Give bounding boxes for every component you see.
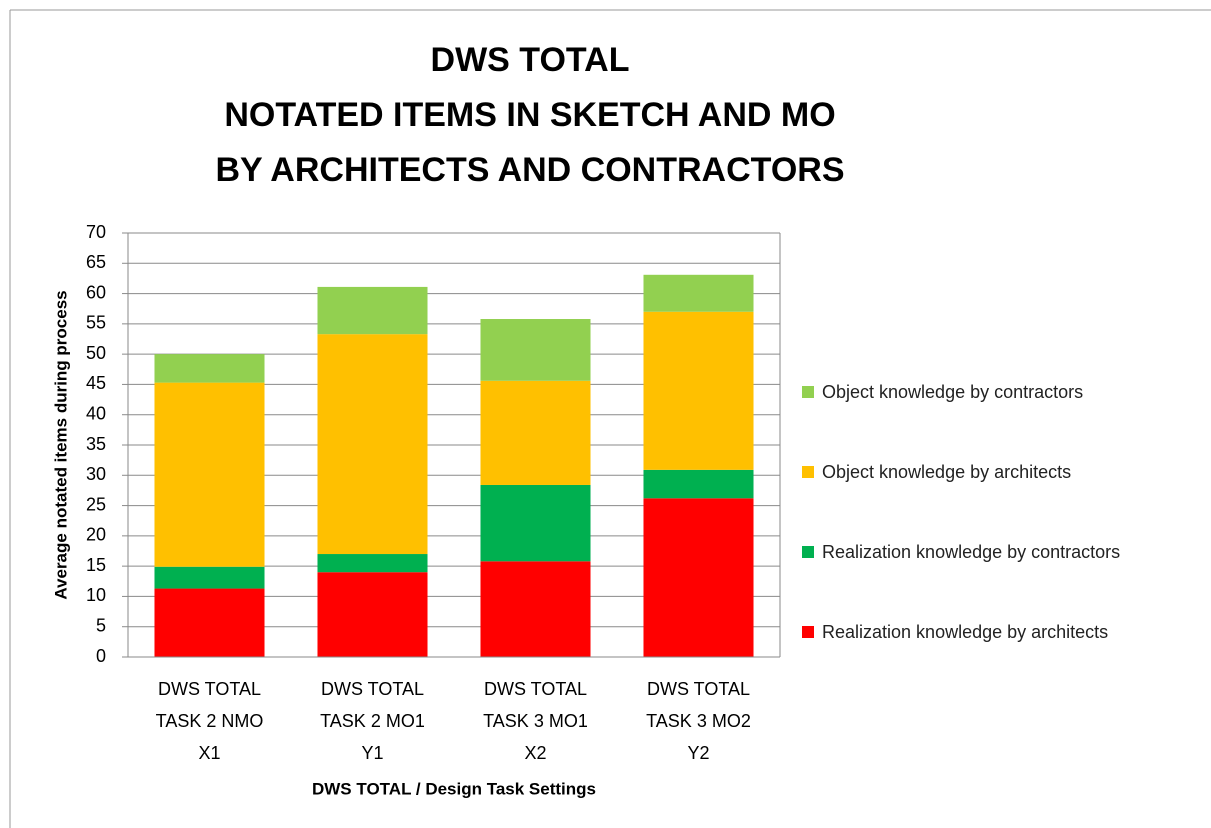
- x-tick-label: Y2: [687, 743, 709, 763]
- x-tick-label: TASK 2 NMO: [156, 711, 264, 731]
- legend-entry: Object knowledge by architects: [802, 456, 1122, 488]
- x-tick-label: TASK 2 MO1: [320, 711, 425, 731]
- bar-segment: [317, 334, 428, 555]
- legend-swatch: [802, 466, 814, 478]
- legend-swatch: [802, 386, 814, 398]
- legend-entry: Realization knowledge by architects: [802, 616, 1122, 648]
- y-tick-label: 15: [86, 555, 106, 575]
- y-tick-label: 0: [96, 646, 106, 666]
- y-tick-label: 40: [86, 403, 106, 423]
- y-tick-label: 10: [86, 585, 106, 605]
- x-tick-label: DWS TOTAL: [647, 679, 750, 699]
- y-tick-label: 55: [86, 313, 106, 333]
- bar-segment: [643, 311, 754, 470]
- legend-entry: Realization knowledge by contractors: [802, 536, 1122, 568]
- legend-swatch: [802, 546, 814, 558]
- y-tick-label: 45: [86, 373, 106, 393]
- legend: Object knowledge by contractors Object kn…: [802, 376, 1122, 648]
- x-tick-label: DWS TOTAL: [484, 679, 587, 699]
- bar-segment: [643, 498, 754, 657]
- y-tick-label: 30: [86, 464, 106, 484]
- bar-segment: [643, 469, 754, 499]
- legend-entry: Object knowledge by contractors: [802, 376, 1122, 408]
- y-axis-title: Average notated items during process: [51, 290, 70, 599]
- y-tick-label: 65: [86, 252, 106, 272]
- x-tick-label: TASK 3 MO1: [483, 711, 588, 731]
- chart-title: NOTATED ITEMS IN SKETCH AND MO: [224, 96, 835, 134]
- y-tick-label: 50: [86, 343, 106, 363]
- bar-segment: [317, 286, 428, 335]
- bar-segment: [154, 382, 265, 567]
- y-tick-label: 60: [86, 282, 106, 302]
- y-tick-label: 35: [86, 434, 106, 454]
- bar-segment: [317, 572, 428, 657]
- bar-segment: [154, 354, 265, 383]
- bar-segment: [480, 380, 591, 485]
- legend-label: Object knowledge by contractors: [822, 382, 1084, 402]
- y-tick-label: 25: [86, 494, 106, 514]
- bar-segment: [480, 319, 591, 381]
- chart-title: DWS TOTAL: [431, 41, 630, 79]
- y-tick-label: 20: [86, 525, 106, 545]
- y-tick-label: 5: [96, 615, 106, 635]
- x-tick-label: TASK 3 MO2: [646, 711, 751, 731]
- x-tick-label: X1: [198, 743, 220, 763]
- legend-label: Object knowledge by architects: [822, 462, 1072, 482]
- x-tick-label: DWS TOTAL: [158, 679, 261, 699]
- bar-segment: [154, 588, 265, 657]
- x-tick-label: DWS TOTAL: [321, 679, 424, 699]
- legend-label: Realization knowledge by architects: [822, 622, 1109, 642]
- bar-segment: [154, 566, 265, 589]
- bar-segment: [480, 561, 591, 657]
- legend-swatch: [802, 626, 814, 638]
- legend-label: Realization knowledge by contractors: [822, 542, 1121, 562]
- x-axis-title: DWS TOTAL / Design Task Settings: [312, 779, 596, 798]
- bar-segment: [480, 484, 591, 562]
- x-tick-label: Y1: [361, 743, 383, 763]
- chart-title: BY ARCHITECTS AND CONTRACTORS: [215, 151, 844, 189]
- x-tick-label: X2: [524, 743, 546, 763]
- bar-segment: [643, 274, 754, 312]
- bar-segment: [317, 554, 428, 573]
- y-tick-label: 70: [86, 222, 106, 242]
